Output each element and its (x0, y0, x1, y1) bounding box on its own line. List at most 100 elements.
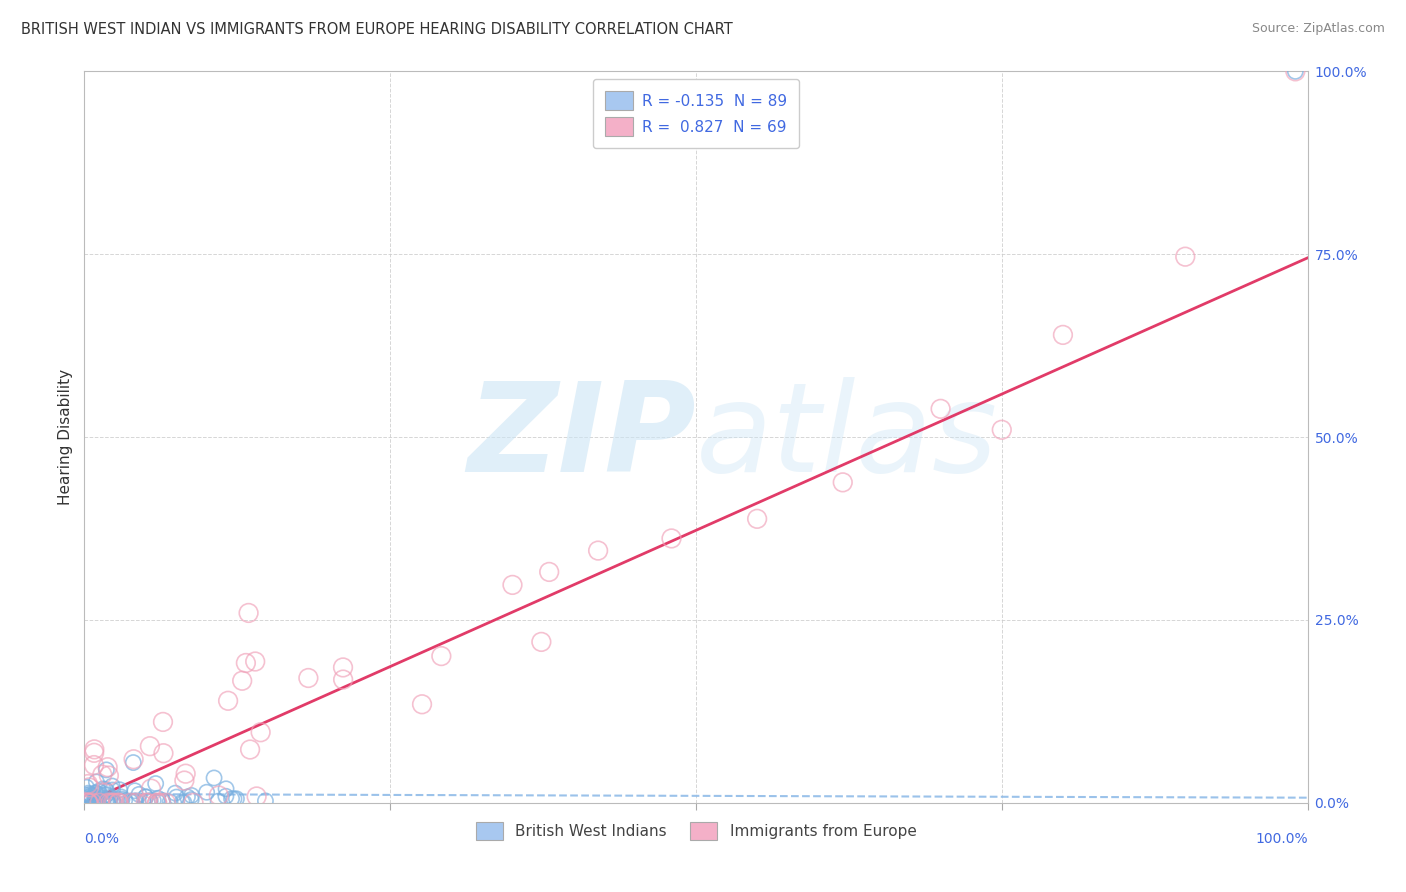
Point (87, 796, 110, 810)
Point (77, 796, 100, 810)
Point (110, 794, 132, 808)
Point (103, 796, 125, 810)
Point (332, 660, 354, 674)
Point (77, 789, 100, 804)
Point (87, 788, 110, 802)
Point (118, 794, 141, 808)
Point (103, 796, 125, 810)
Point (1052, 327, 1074, 342)
Point (84, 786, 107, 800)
Point (430, 649, 453, 664)
Point (146, 795, 169, 809)
Point (96, 788, 118, 802)
Point (107, 796, 129, 810)
Legend: British West Indians, Immigrants from Europe: British West Indians, Immigrants from Eu… (470, 815, 922, 847)
Point (86, 793, 108, 807)
Text: 100.0%: 100.0% (1256, 832, 1308, 846)
Point (586, 543, 609, 558)
Point (97, 796, 120, 810)
Point (135, 789, 157, 804)
Point (530, 635, 553, 649)
Point (94, 788, 117, 802)
Point (831, 475, 853, 490)
Point (100, 796, 122, 810)
Text: atlas: atlas (696, 376, 998, 498)
Point (502, 578, 524, 592)
Point (1284, 64, 1306, 78)
Point (86, 775, 108, 789)
Point (96, 792, 118, 806)
Point (207, 794, 229, 808)
Point (245, 655, 267, 669)
Point (76, 791, 98, 805)
Point (183, 796, 205, 810)
Point (152, 746, 174, 760)
Point (96, 784, 118, 798)
Point (75, 793, 97, 807)
Point (87, 784, 110, 798)
Point (120, 796, 142, 810)
Point (208, 789, 231, 803)
Point (84, 791, 107, 805)
Point (150, 793, 173, 807)
Point (108, 796, 131, 810)
Point (83, 794, 105, 808)
Point (217, 694, 239, 708)
Point (297, 671, 319, 685)
Point (146, 791, 169, 805)
Point (139, 739, 162, 754)
Point (91, 793, 114, 807)
Point (101, 779, 124, 793)
Point (125, 794, 148, 808)
Point (83, 758, 105, 772)
Point (108, 782, 131, 797)
Point (142, 793, 165, 807)
Point (110, 789, 132, 804)
Point (101, 796, 124, 810)
Point (124, 784, 146, 798)
Point (80, 789, 103, 803)
Point (173, 796, 195, 810)
Point (75, 793, 97, 807)
Point (79, 794, 101, 808)
Text: ZIP: ZIP (467, 376, 696, 498)
Y-axis label: Hearing Disability: Hearing Disability (58, 369, 73, 505)
Point (75, 788, 97, 802)
Point (139, 794, 162, 808)
Point (159, 795, 181, 809)
Point (136, 796, 159, 810)
Point (77, 777, 100, 791)
Point (231, 673, 253, 688)
Point (97, 760, 120, 774)
Point (538, 565, 561, 579)
Point (165, 790, 187, 805)
Point (101, 794, 124, 808)
Point (97, 796, 120, 810)
Point (149, 796, 172, 810)
Point (173, 773, 195, 788)
Point (222, 792, 245, 806)
Point (75, 795, 97, 809)
Point (249, 725, 271, 739)
Text: BRITISH WEST INDIAN VS IMMIGRANTS FROM EUROPE HEARING DISABILITY CORRELATION CHA: BRITISH WEST INDIAN VS IMMIGRANTS FROM E… (21, 22, 733, 37)
Point (152, 714, 174, 729)
Point (215, 789, 238, 804)
Point (90, 796, 112, 810)
Point (75, 780, 97, 795)
Point (332, 673, 354, 687)
Point (96, 763, 118, 777)
Point (747, 512, 769, 526)
Point (82, 796, 104, 810)
Point (84, 794, 107, 808)
Point (202, 771, 225, 785)
Point (145, 776, 167, 790)
Point (77, 780, 100, 795)
Point (172, 795, 194, 809)
Point (77, 786, 100, 800)
Point (165, 786, 187, 800)
Point (79, 795, 101, 809)
Text: Source: ZipAtlas.com: Source: ZipAtlas.com (1251, 22, 1385, 36)
Point (246, 789, 269, 804)
Point (135, 789, 157, 804)
Point (128, 788, 150, 802)
